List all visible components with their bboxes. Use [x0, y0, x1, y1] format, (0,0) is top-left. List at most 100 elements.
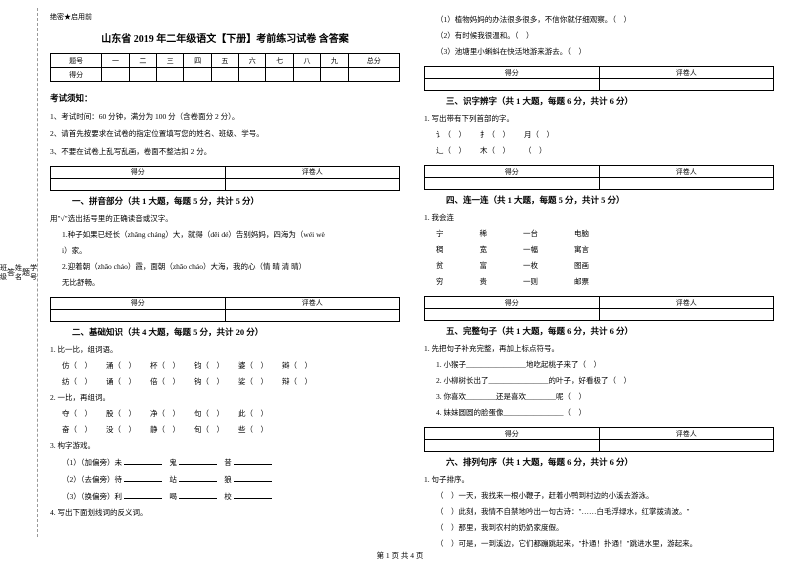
q-line: （ ）那里，我到农村的奶奶家度假。	[424, 522, 774, 534]
mini-h: 评卷人	[599, 67, 774, 79]
q-line: 1.种子如果已经长（zhǎng cháng）大，就得（děi dé）告别妈妈，四…	[50, 229, 400, 241]
m: 宁	[436, 228, 444, 240]
word-item: 月（ ）	[524, 129, 554, 141]
word-row: 奋（ ） 没（ ） 静（ ） 旬（ ） 些（ ）	[50, 424, 400, 436]
word-item: 木（ ）	[480, 145, 510, 157]
fill-a: （3）（换偏旁）利	[62, 492, 122, 501]
word-item: 钩（ ）	[194, 376, 224, 388]
section-title: 二、基础知识（共 4 大题，每题 5 分，共计 20 分）	[50, 326, 400, 338]
mini-h: 得分	[425, 428, 600, 440]
bind-label: 姓名	[15, 264, 22, 281]
td: 得分	[51, 68, 102, 82]
th: 七	[266, 54, 293, 68]
m: 一则	[523, 276, 538, 288]
q-line: 4. 写出下面划线词的反义词。	[50, 507, 400, 519]
word-item: 讠（ ）	[436, 129, 466, 141]
m: 一台	[523, 228, 538, 240]
fill-b: 喝	[169, 492, 177, 501]
th: 三	[157, 54, 184, 68]
table-row: 得分	[51, 68, 400, 82]
word-item: 夺（ ）	[62, 408, 92, 420]
score-mini: 得分评卷人	[50, 297, 400, 322]
bind-label: 学号	[30, 264, 37, 281]
notes-title: 考试须知：	[50, 92, 400, 104]
word-item: 静（ ）	[150, 424, 180, 436]
score-mini: 得分评卷人	[424, 427, 774, 452]
mini-h: 得分	[425, 166, 600, 178]
m: 穷	[436, 276, 444, 288]
th: 八	[293, 54, 320, 68]
word-row: 讠（ ） 扌（ ） 月（ ）	[424, 129, 774, 141]
section-title: 四、连一连（共 1 大题，每题 5 分，共计 5 分）	[424, 194, 774, 206]
th: 题号	[51, 54, 102, 68]
score-mini: 得分评卷人	[424, 66, 774, 91]
q-lead: 用"√"选出括号里的正确读音或汉字。	[50, 213, 400, 225]
m: 寓言	[574, 244, 589, 256]
binding-margin: 学号 题 姓名 答 班级 禁 内 学校 线 封 乡镇(街道) 密	[14, 8, 38, 537]
score-mini: 得分评卷人	[424, 296, 774, 321]
m: 贵	[480, 276, 488, 288]
word-item: 涌（ ）	[106, 360, 136, 372]
note-line: 1、考试时间：60 分钟，满分为 100 分（含卷面分 2 分）。	[50, 111, 400, 122]
q-lead: 1. 先把句子补充完整，再加上标点符号。	[424, 343, 774, 355]
q-lead: 1. 写出带有下列首部的字。	[424, 113, 774, 125]
q-line: （ ）一天，我找来一根小鞭子，赶着小鸭到村边的小溪去游泳。	[424, 490, 774, 502]
score-table: 题号 一 二 三 四 五 六 七 八 九 总分 得分	[50, 53, 400, 82]
q-line: （ ）此刻，我情不自禁地吟出一句古诗："……白毛浮绿水，红掌拨清波。"	[424, 506, 774, 518]
m: 邮票	[574, 276, 589, 288]
q-lead: 1. 我会连	[424, 212, 774, 224]
word-item: 杯（ ）	[150, 360, 180, 372]
section-title: 五、完整句子（共 1 大题，每题 6 分，共计 6 分）	[424, 325, 774, 337]
m: 稀	[480, 228, 488, 240]
fill-a: （2）（去偏旁）待	[62, 475, 122, 484]
mini-h: 评卷人	[225, 297, 400, 309]
q-lead: 1. 句子排序。	[424, 474, 774, 486]
mini-h: 得分	[425, 67, 600, 79]
word-row: 仿（ ） 涌（ ） 杯（ ） 钧（ ） 婆（ ） 辫（ ）	[50, 360, 400, 372]
word-item: 仿（ ）	[62, 360, 92, 372]
match-row: 穷 贵 一则 邮票	[424, 276, 774, 288]
fill-c: 狼	[224, 475, 232, 484]
word-item: 辶（ ）	[436, 145, 466, 157]
exam-title: 山东省 2019 年二年级语文【下册】考前练习试卷 含答案	[50, 30, 400, 45]
fill-row: （2）（去偏旁）待 站 狼	[50, 473, 400, 486]
m: 贫	[436, 260, 444, 272]
th: 六	[239, 54, 266, 68]
word-item: 旬（ ）	[194, 424, 224, 436]
th: 总分	[348, 54, 399, 68]
note-line: 3、不要在试卷上乱写乱画，卷面不整洁扣 2 分。	[50, 146, 400, 157]
fill-c: 校	[224, 492, 232, 501]
right-column: （1）植物妈妈的办法很多很多，不信你就仔细观察。（ ） （2）有时候我很温和。（…	[412, 8, 786, 537]
word-item: 倍（ ）	[150, 376, 180, 388]
word-item: 没（ ）	[106, 424, 136, 436]
m: 稠	[436, 244, 444, 256]
q-line: （ ）可是，一到溪边，它们都蹦跳起来，"扑通！扑通！"跳进水里，游起来。	[424, 538, 774, 550]
th: 二	[129, 54, 156, 68]
mini-h: 得分	[425, 297, 600, 309]
word-item: 钧（ ）	[194, 360, 224, 372]
score-mini: 得分评卷人	[50, 166, 400, 191]
word-item: （ ）	[524, 145, 547, 157]
word-item: 扌（ ）	[480, 129, 510, 141]
q-line: （1）植物妈妈的办法很多很多，不信你就仔细观察。（ ）	[424, 14, 774, 26]
q-line: i）家。	[50, 245, 400, 257]
bind-label: 班级	[0, 264, 7, 281]
word-item: 婆（ ）	[238, 360, 268, 372]
word-item: 股（ ）	[106, 408, 136, 420]
word-item: 辩（ ）	[282, 376, 312, 388]
table-row: 题号 一 二 三 四 五 六 七 八 九 总分	[51, 54, 400, 68]
section-title: 一、拼音部分（共 1 大题，每题 5 分，共计 5 分）	[50, 195, 400, 207]
q-line: 无比舒畅。	[50, 277, 400, 289]
match-row: 宁稀一台电脑	[424, 228, 774, 240]
m: 一幅	[523, 244, 538, 256]
q-line: （2）有时候我很温和。（ ）	[424, 30, 774, 42]
score-mini: 得分评卷人	[424, 165, 774, 190]
word-item: 些（ ）	[238, 424, 268, 436]
secrecy-label: 绝密★启用前	[50, 12, 400, 22]
fill-b: 站	[169, 475, 177, 484]
q-line: 2. 小柳树长出了________________的叶子，好看极了（ ）	[424, 375, 774, 387]
page-footer: 第 1 页 共 4 页	[0, 550, 800, 561]
q-line: 4. 妹妹圆圆的脸蛋像________________（ ）	[424, 407, 774, 419]
section-title: 三、识字辨字（共 1 大题，每题 6 分，共计 6 分）	[424, 95, 774, 107]
q-line: 1. 比一比，组词语。	[50, 344, 400, 356]
